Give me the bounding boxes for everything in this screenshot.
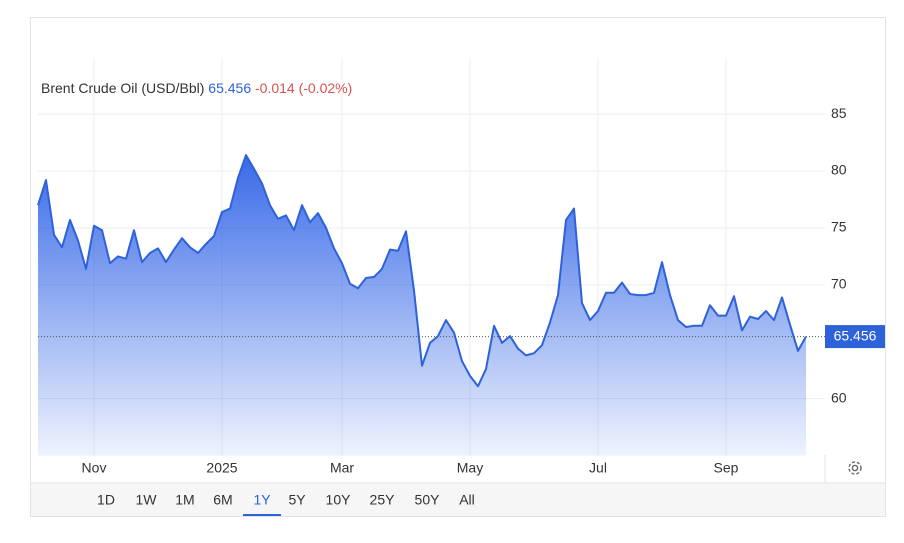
range-button[interactable]: 1D (97, 492, 115, 508)
range-button[interactable]: 10Y (326, 492, 352, 508)
area (38, 155, 806, 456)
x-tick-label: Mar (330, 460, 354, 476)
price: 65.456 (208, 80, 251, 96)
y-tick-label: 70 (831, 276, 847, 292)
x-tick-label: Nov (82, 460, 107, 476)
settings-icon[interactable] (848, 461, 862, 475)
y-tick-label: 75 (831, 219, 847, 235)
range-button[interactable]: 1M (175, 492, 194, 508)
range-button[interactable]: 50Y (415, 492, 441, 508)
x-tick-label: Jul (589, 460, 607, 476)
range-buttons: 1D 1W 1M 6M 1Y 5Y 10Y 25Y 50Y All (97, 492, 475, 516)
last-price-box (825, 325, 885, 349)
range-button[interactable]: All (459, 492, 475, 508)
range-bar (31, 483, 885, 516)
chart-title: Brent Crude Oil (USD/Bbl) 65.456 -0.014 … (41, 80, 352, 96)
change: -0.014 (-0.02%) (255, 80, 352, 96)
range-button[interactable]: 6M (213, 492, 232, 508)
title: Brent Crude Oil (USD/Bbl) (41, 80, 204, 96)
range-button[interactable]: 1W (136, 492, 158, 508)
y-tick-label: 85 (831, 105, 847, 121)
x-tick-label: May (457, 460, 483, 476)
axes: 60 70 75 80 85 Nov 2025 Mar May Jul Sep 65.456 (82, 105, 885, 476)
range-button[interactable]: 5Y (288, 492, 306, 508)
x-tick-label: Sep (714, 460, 739, 476)
active-underline (243, 514, 281, 516)
last-price-label: 65.456 (834, 327, 877, 343)
range-button[interactable]: 1Y (253, 492, 271, 508)
y-tick-label: 60 (831, 389, 847, 405)
range-button[interactable]: 25Y (370, 492, 396, 508)
line (37, 154, 807, 388)
x-tick-label: 2025 (206, 460, 237, 476)
plot (37, 154, 825, 456)
y-tick-label: 80 (831, 162, 847, 178)
